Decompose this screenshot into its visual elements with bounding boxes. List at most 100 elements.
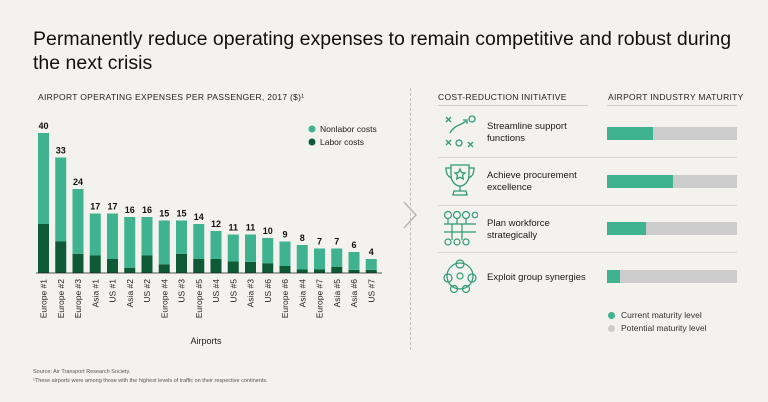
bar-nonlabor bbox=[245, 234, 256, 262]
initiative-label: Streamline support functions bbox=[487, 121, 567, 144]
data-label: 4 bbox=[369, 247, 374, 257]
workforce-grid-icon bbox=[443, 210, 478, 246]
initiative-row: Streamline support functions bbox=[438, 109, 598, 157]
bar-labor bbox=[38, 224, 49, 273]
data-label: 14 bbox=[194, 212, 204, 222]
bar-nonlabor bbox=[89, 213, 101, 256]
x-tick-label: US #4 bbox=[211, 279, 221, 303]
data-label: 24 bbox=[73, 177, 83, 187]
bar-labor bbox=[124, 267, 136, 273]
initiative-row: Achieve procurement excellence bbox=[438, 158, 598, 206]
data-label: 17 bbox=[90, 202, 100, 212]
bar-labor bbox=[365, 269, 377, 273]
data-label: 11 bbox=[246, 223, 256, 233]
section-divider bbox=[410, 88, 411, 350]
bar-nonlabor bbox=[331, 248, 343, 267]
bar-nonlabor bbox=[227, 234, 239, 262]
legend-current-swatch bbox=[608, 311, 615, 319]
x-tick-label: US #2 bbox=[142, 279, 152, 303]
x-tick-label: US #3 bbox=[177, 279, 187, 303]
data-label: 16 bbox=[142, 205, 152, 215]
bar-labor bbox=[89, 255, 101, 273]
legend-potential: Potential maturity level bbox=[608, 323, 707, 333]
bar-nonlabor bbox=[141, 217, 153, 256]
x-tick-label: US #7 bbox=[366, 279, 376, 303]
legend-labor-label: Labor costs bbox=[320, 137, 364, 147]
bar-labor bbox=[331, 266, 343, 273]
data-label: 12 bbox=[211, 219, 221, 229]
header-rule bbox=[607, 105, 737, 106]
bar-labor bbox=[193, 259, 205, 273]
bar-chart: 40 Europe #1 33 Europe #2 24 Europe #3 17 Asia … bbox=[36, 121, 382, 346]
bar-labor bbox=[72, 253, 84, 273]
maturity-fill bbox=[607, 270, 620, 283]
initiative-row: Plan workforce strategically bbox=[438, 206, 598, 254]
data-label: 7 bbox=[334, 237, 339, 247]
maturity-fill bbox=[607, 175, 674, 188]
x-axis-label: Airports bbox=[190, 336, 222, 346]
bar-labor bbox=[158, 264, 170, 273]
x-tick-label: Asia #2 bbox=[125, 279, 135, 308]
maturity-bar bbox=[607, 175, 737, 188]
data-label: 17 bbox=[107, 202, 117, 212]
x-tick-label: Asia #5 bbox=[332, 279, 342, 308]
data-label: 11 bbox=[228, 223, 238, 233]
legend-nonlabor-label: Nonlabor costs bbox=[320, 124, 377, 134]
bar-labor bbox=[176, 253, 187, 273]
bar-labor bbox=[227, 261, 239, 273]
maturity-bar bbox=[607, 270, 737, 283]
source-text: Source: Air Transport Research Society. bbox=[33, 369, 131, 375]
row-divider bbox=[438, 157, 737, 158]
maturity-fill bbox=[607, 127, 653, 140]
chart-title: AIRPORT OPERATING EXPENSES PER PASSENGER… bbox=[38, 92, 305, 102]
bar-nonlabor bbox=[107, 213, 118, 259]
trophy-icon bbox=[445, 164, 475, 196]
data-label: 6 bbox=[351, 240, 356, 250]
x-tick-label: Asia #1 bbox=[90, 279, 100, 308]
x-tick-label: US #5 bbox=[228, 279, 238, 303]
bar-nonlabor bbox=[55, 157, 67, 242]
data-label: 15 bbox=[176, 209, 186, 219]
bar-nonlabor bbox=[262, 238, 274, 264]
bar-labor bbox=[314, 269, 325, 273]
bar-labor bbox=[210, 259, 222, 273]
page-title: Permanently reduce operating expenses to… bbox=[33, 28, 732, 74]
footnote: Source: Air Transport Research Society. … bbox=[33, 368, 268, 386]
bar-nonlabor bbox=[193, 224, 205, 259]
x-tick-label: US #6 bbox=[263, 279, 273, 303]
x-tick-label: Europe #3 bbox=[73, 279, 83, 318]
x-tick-label: Europe #5 bbox=[194, 279, 204, 318]
x-tick-label: Asia #4 bbox=[297, 279, 307, 308]
bar-labor bbox=[279, 266, 291, 273]
initiative-label: Achieve procurement excellence bbox=[487, 170, 577, 193]
x-tick-label: Asia #3 bbox=[246, 279, 256, 308]
legend-potential-swatch bbox=[608, 324, 615, 332]
bar-labor bbox=[55, 241, 67, 273]
bar-nonlabor bbox=[158, 220, 170, 265]
bar-nonlabor bbox=[210, 231, 222, 259]
data-label: 9 bbox=[282, 230, 287, 240]
x-tick-label: US #1 bbox=[108, 279, 118, 303]
legend-current: Current maturity level bbox=[608, 310, 702, 320]
footnote-text: ¹These airports were among those with th… bbox=[33, 378, 268, 384]
bar-nonlabor bbox=[176, 220, 187, 254]
maturity-header: AIRPORT INDUSTRY MATURITY bbox=[608, 92, 744, 102]
bar-labor bbox=[107, 259, 118, 273]
bar-nonlabor bbox=[314, 248, 325, 270]
bar-nonlabor bbox=[348, 252, 360, 270]
x-tick-label: Europe #6 bbox=[280, 279, 290, 318]
x-tick-label: Europe #4 bbox=[159, 279, 169, 318]
bar-labor bbox=[348, 269, 360, 273]
bar-nonlabor bbox=[365, 259, 377, 270]
row-divider bbox=[438, 252, 737, 253]
x-tick-label: Europe #7 bbox=[315, 279, 325, 318]
bar-nonlabor bbox=[124, 217, 136, 268]
bar-labor bbox=[245, 261, 256, 273]
initiative-label: Exploit group synergies bbox=[487, 272, 586, 283]
bar-labor bbox=[262, 263, 274, 273]
bar-nonlabor bbox=[296, 245, 308, 270]
x-tick-label: Europe #2 bbox=[56, 279, 66, 318]
maturity-bar bbox=[607, 222, 737, 235]
chevron-right-icon bbox=[403, 201, 418, 229]
x-tick-label: Europe #1 bbox=[39, 279, 49, 318]
